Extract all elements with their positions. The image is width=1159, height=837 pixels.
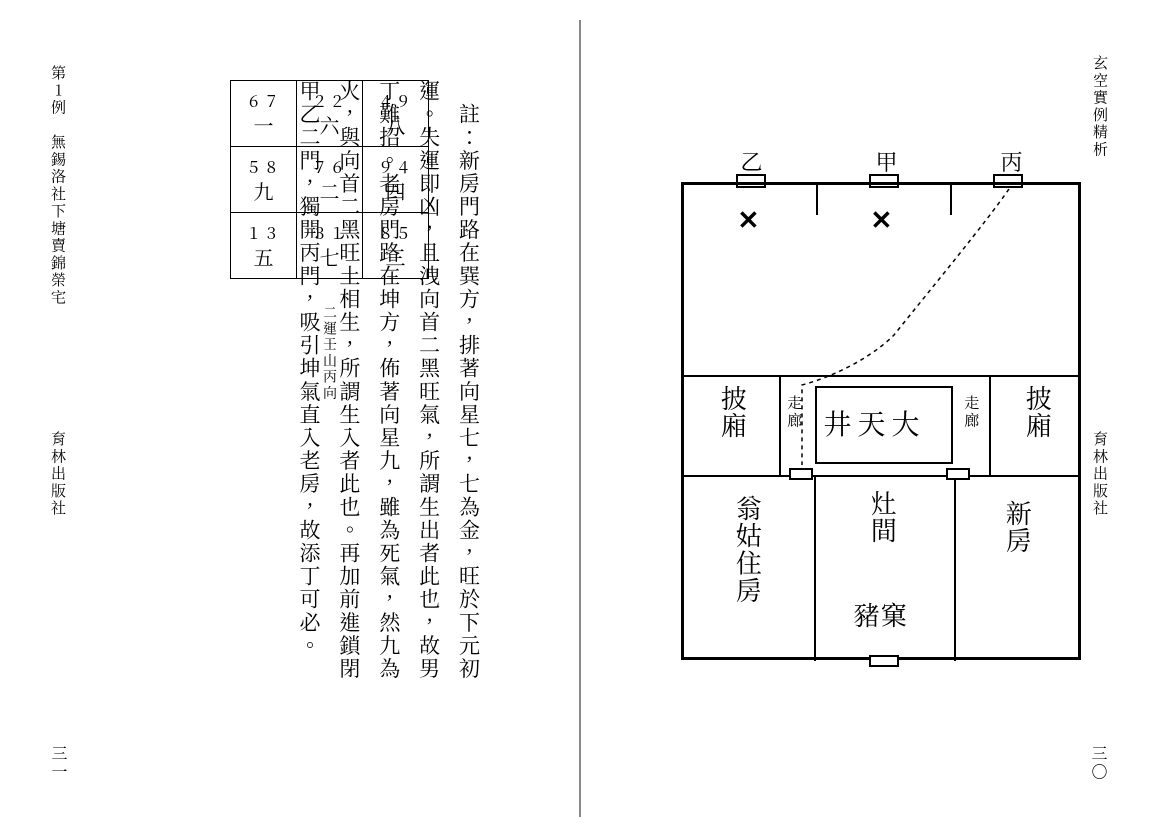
body-text-content: 註：新房門路在巽方，排著向星七，七為金，旺於下元初運。失運即凶，且洩向首二黑旺氣… <box>289 80 488 700</box>
right-page-number: 三〇 <box>1088 745 1111 782</box>
right-publisher: 育林出版社 <box>1090 431 1111 517</box>
left-publisher: 育林出版社 <box>48 431 69 517</box>
gate-label-mid: 甲 <box>876 146 898 177</box>
left-page: 第1例 無錫洛社下塘賣錦榮宅 育林出版社 三一 6 7一 2 2六 4 9八 5… <box>0 0 579 837</box>
left-page-number: 三一 <box>48 745 71 782</box>
right-page: 玄空實例精析 育林出版社 三〇 乙 甲 丙 ✕ ✕ <box>581 0 1159 837</box>
left-page-header: 第1例 無錫洛社下塘賣錦榮宅 <box>48 65 69 307</box>
gate-label-right: 丙 <box>1001 146 1023 177</box>
door-slot <box>869 655 899 667</box>
right-page-header: 玄空實例精析 <box>1090 55 1111 159</box>
room-kitchen: 灶間 <box>869 490 899 545</box>
floorplan: 乙 甲 丙 ✕ ✕ <box>681 130 1081 660</box>
room-new: 新房 <box>1004 500 1034 555</box>
body-text: 註：新房門路在巽方，排著向星七，七為金，旺於下元初運。失運即凶，且洩向首二黑旺氣… <box>289 80 488 700</box>
floorplan-outer: 井天大 走廊 走廊 披廂 披廂 翁姑住房 灶間 豬窠 新房 <box>681 182 1081 660</box>
gate-label-left: 乙 <box>741 146 763 177</box>
dashed-path-icon <box>684 185 1084 485</box>
room-pigsty: 豬窠 <box>854 600 909 630</box>
room-wenggu: 翁姑住房 <box>734 495 764 604</box>
